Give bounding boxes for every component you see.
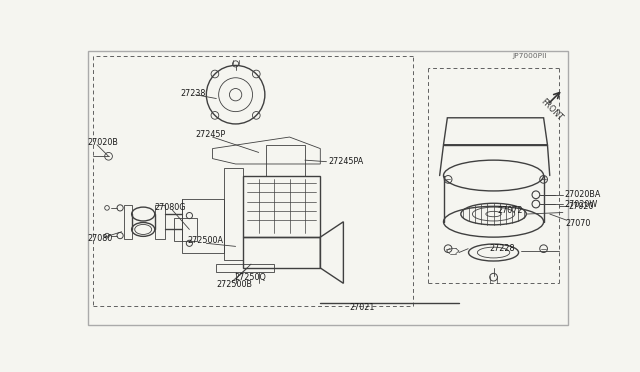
Text: 27250Q: 27250Q xyxy=(234,273,266,282)
Text: 27080: 27080 xyxy=(88,234,113,243)
Text: 27021: 27021 xyxy=(349,304,375,312)
Text: JP7000PII: JP7000PII xyxy=(513,53,547,59)
Text: 27245PA: 27245PA xyxy=(328,157,364,166)
Text: 27020: 27020 xyxy=(568,202,594,211)
Text: 27020BA: 27020BA xyxy=(564,190,601,199)
Text: 272500B: 272500B xyxy=(216,280,252,289)
Text: 27070: 27070 xyxy=(565,219,591,228)
Text: 27080G: 27080G xyxy=(155,203,186,212)
FancyBboxPatch shape xyxy=(88,51,568,325)
Text: 27228: 27228 xyxy=(490,244,515,253)
Text: 27245P: 27245P xyxy=(196,130,226,139)
Text: 272500A: 272500A xyxy=(188,237,224,246)
Text: 27020B: 27020B xyxy=(88,138,118,147)
Text: 27072: 27072 xyxy=(497,206,523,215)
Text: 27238: 27238 xyxy=(180,89,205,97)
Text: FRONT: FRONT xyxy=(539,97,564,122)
Text: 27020W: 27020W xyxy=(564,199,598,209)
